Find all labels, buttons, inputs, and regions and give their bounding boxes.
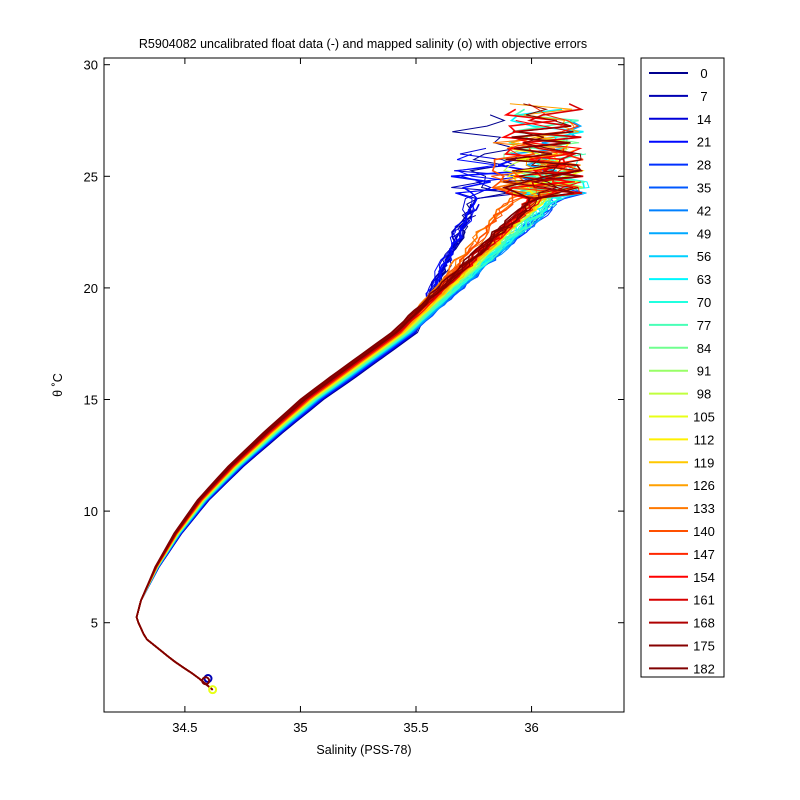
profile-line-14 xyxy=(136,187,511,691)
legend-label-21: 21 xyxy=(697,135,711,150)
profile-line-70 xyxy=(135,214,532,691)
profile-line-112 xyxy=(136,226,516,691)
legend-label-126: 126 xyxy=(693,478,715,493)
legend-label-56: 56 xyxy=(697,249,711,264)
x-tick-label: 36 xyxy=(524,720,538,735)
legend-box xyxy=(640,57,725,678)
profile-line-154 xyxy=(136,120,583,691)
legend-label-182: 182 xyxy=(693,661,715,676)
profile-line-140 xyxy=(135,147,536,691)
profile-line-0 xyxy=(135,204,473,691)
profile-line-56 xyxy=(136,170,577,691)
profile-line-14 xyxy=(135,203,480,691)
profile-line-161 xyxy=(136,187,561,691)
legend-label-140: 140 xyxy=(693,524,715,539)
mapped-salinity-marker xyxy=(201,676,211,686)
x-tick-label: 35 xyxy=(293,720,307,735)
profile-line-70 xyxy=(136,176,573,691)
legend-label-28: 28 xyxy=(697,158,711,173)
profile-line-49 xyxy=(135,119,583,691)
profile-line-133 xyxy=(135,170,527,691)
legend-label-105: 105 xyxy=(693,410,715,425)
profile-line-182 xyxy=(136,164,559,691)
profile-line-21 xyxy=(136,220,465,691)
y-tick-label: 5 xyxy=(91,616,98,631)
profile-line-56 xyxy=(135,242,507,691)
profile-line-56 xyxy=(136,243,508,691)
legend-label-175: 175 xyxy=(693,639,715,654)
profile-line-35 xyxy=(136,198,563,691)
profile-line-168 xyxy=(136,175,581,691)
y-axis-label: θ ˚C xyxy=(51,373,65,397)
profile-line-28 xyxy=(136,175,587,691)
profile-line-35 xyxy=(135,231,520,691)
chart-title: R5904082 uncalibrated float data (-) and… xyxy=(139,37,587,51)
profile-line-42 xyxy=(135,242,510,691)
legend-label-7: 7 xyxy=(700,89,707,104)
legend-label-77: 77 xyxy=(697,318,711,333)
legend-label-119: 119 xyxy=(694,455,715,470)
x-axis-label: Salinity (PSS-78) xyxy=(316,743,411,757)
profile-line-119 xyxy=(136,198,547,691)
profile-line-98 xyxy=(135,181,565,691)
legend-label-168: 168 xyxy=(693,616,715,631)
legend-label-42: 42 xyxy=(697,203,711,218)
mapped-salinity-marker xyxy=(208,685,218,695)
profile-line-154 xyxy=(136,181,582,691)
x-tick-label: 34.5 xyxy=(172,720,197,735)
profile-line-105 xyxy=(136,209,535,691)
profile-line-84 xyxy=(135,242,503,691)
legend-label-112: 112 xyxy=(694,432,715,447)
y-tick-label: 15 xyxy=(84,393,98,408)
y-tick-label: 25 xyxy=(84,169,98,184)
profile-line-175 xyxy=(136,187,579,691)
profile-line-63 xyxy=(136,159,590,691)
profile-line-154 xyxy=(135,108,570,691)
y-tick-label: 20 xyxy=(84,281,98,296)
y-tick-label: 30 xyxy=(84,58,98,73)
legend-label-161: 161 xyxy=(693,593,715,608)
legend-label-14: 14 xyxy=(697,112,711,127)
profile-line-21 xyxy=(135,153,531,691)
profile-line-91 xyxy=(136,198,551,691)
legend: 0 7 14 21 28 35 42 49 56 63 70 77 84 91 98 105 112 119 126… xyxy=(640,57,725,678)
profile-line-98 xyxy=(136,231,511,691)
legend-label-0: 0 xyxy=(700,66,707,81)
profile-line-0 xyxy=(136,214,477,691)
legend-label-133: 133 xyxy=(693,501,715,516)
profile-line-63 xyxy=(136,159,586,691)
profile-line-119 xyxy=(135,242,494,691)
profile-line-84 xyxy=(136,242,497,691)
legend-label-147: 147 xyxy=(693,547,715,562)
profile-line-7 xyxy=(135,209,471,691)
profile-curves xyxy=(135,103,590,695)
x-axis: 34.5 35 35.5 36 xyxy=(172,58,539,735)
legend-label-154: 154 xyxy=(693,570,715,585)
profile-line-49 xyxy=(136,242,512,691)
profile-line-98 xyxy=(136,147,580,691)
profile-line-7 xyxy=(136,226,461,691)
profile-line-7 xyxy=(136,175,523,691)
profile-line-91 xyxy=(136,226,515,691)
y-tick-label: 10 xyxy=(84,504,98,519)
legend-label-49: 49 xyxy=(697,226,711,241)
legend-label-98: 98 xyxy=(697,387,711,402)
legend-label-63: 63 xyxy=(697,272,711,287)
profile-line-0 xyxy=(136,114,516,691)
profile-line-28 xyxy=(135,203,551,691)
profile-line-28 xyxy=(136,204,553,691)
profile-line-42 xyxy=(136,187,572,691)
legend-label-70: 70 xyxy=(697,295,711,310)
y-axis: 5 10 15 20 25 30 xyxy=(84,58,624,631)
legend-label-91: 91 xyxy=(697,364,711,379)
profile-line-126 xyxy=(135,242,498,691)
legend-label-35: 35 xyxy=(697,181,711,196)
legend-label-84: 84 xyxy=(697,341,711,356)
x-tick-label: 35.5 xyxy=(403,720,428,735)
profile-line-49 xyxy=(136,215,532,691)
profile-line-91 xyxy=(135,176,584,691)
plot-area xyxy=(103,57,625,713)
